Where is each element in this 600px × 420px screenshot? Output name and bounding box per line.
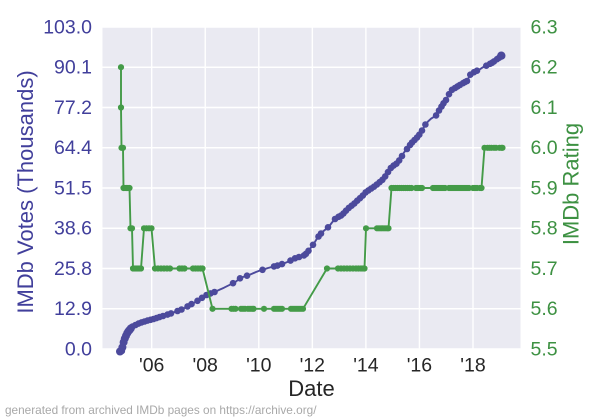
svg-text:'12: '12 — [300, 354, 325, 376]
svg-text:103.0: 103.0 — [43, 16, 92, 38]
svg-text:IMDb Rating: IMDb Rating — [559, 123, 584, 245]
svg-text:38.6: 38.6 — [54, 218, 92, 240]
svg-text:'16: '16 — [407, 354, 432, 376]
svg-text:6.2: 6.2 — [531, 57, 558, 79]
svg-text:'14: '14 — [353, 354, 379, 376]
svg-text:77.2: 77.2 — [54, 97, 92, 119]
svg-text:5.5: 5.5 — [531, 338, 558, 360]
svg-text:6.3: 6.3 — [531, 16, 558, 38]
svg-text:Date: Date — [288, 376, 334, 401]
svg-text:90.1: 90.1 — [54, 57, 92, 79]
svg-text:64.4: 64.4 — [54, 137, 92, 159]
svg-text:25.8: 25.8 — [54, 258, 92, 280]
svg-text:IMDb Votes (Thousands): IMDb Votes (Thousands) — [13, 70, 38, 313]
svg-text:6.1: 6.1 — [531, 97, 558, 119]
svg-text:5.7: 5.7 — [531, 258, 558, 280]
svg-text:generated from archived IMDb p: generated from archived IMDb pages on ht… — [5, 403, 317, 417]
svg-text:'18: '18 — [460, 354, 485, 376]
svg-text:5.9: 5.9 — [531, 177, 558, 199]
svg-text:6.0: 6.0 — [531, 137, 558, 159]
svg-text:5.6: 5.6 — [531, 298, 558, 320]
svg-text:51.5: 51.5 — [54, 177, 92, 199]
svg-text:0.0: 0.0 — [65, 338, 92, 360]
svg-text:12.9: 12.9 — [54, 298, 92, 320]
svg-text:5.8: 5.8 — [531, 218, 558, 240]
svg-text:'08: '08 — [192, 354, 217, 376]
svg-text:'10: '10 — [246, 354, 272, 376]
svg-text:'06: '06 — [139, 354, 164, 376]
